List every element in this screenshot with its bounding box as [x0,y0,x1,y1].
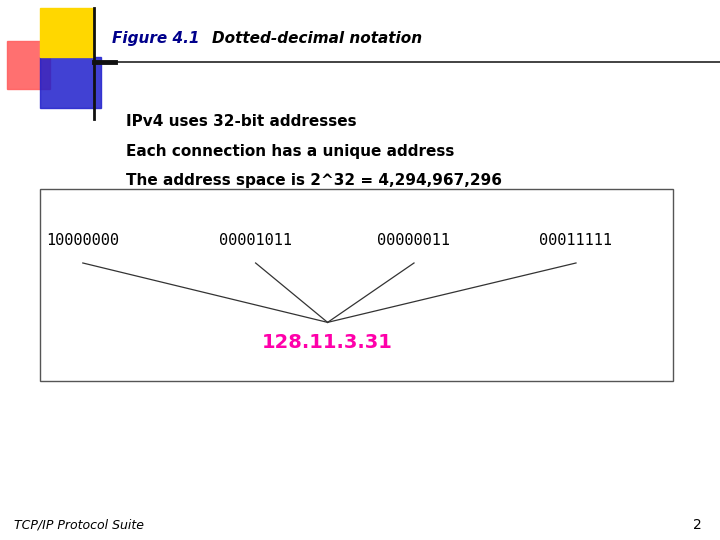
Bar [40,8,94,57]
Bar [7,40,50,89]
Text: 00011111: 00011111 [539,233,613,248]
Text: 2: 2 [693,518,702,532]
Bar [40,57,101,108]
Text: 00001011: 00001011 [219,233,292,248]
Text: Each connection has a unique address: Each connection has a unique address [126,144,454,159]
Text: 00000011: 00000011 [377,233,451,248]
Text: 10000000: 10000000 [46,233,120,248]
Text: Dotted-decimal notation: Dotted-decimal notation [212,31,423,46]
Bar [40,189,673,381]
Text: TCP/IP Protocol Suite: TCP/IP Protocol Suite [14,518,145,531]
Text: IPv4 uses 32-bit addresses: IPv4 uses 32-bit addresses [126,114,356,129]
Text: Figure 4.1: Figure 4.1 [112,31,199,46]
Text: 128.11.3.31: 128.11.3.31 [262,333,393,353]
Text: The address space is 2^32 = 4,294,967,296: The address space is 2^32 = 4,294,967,29… [126,173,502,188]
